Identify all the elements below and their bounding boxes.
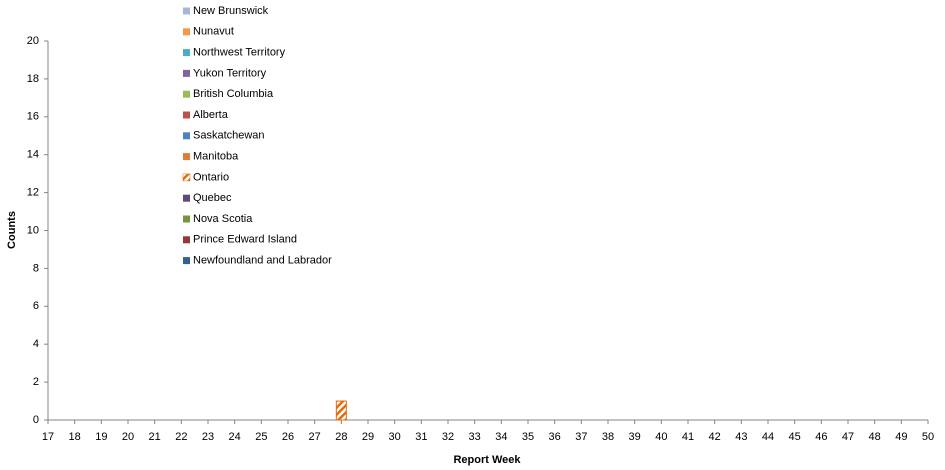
x-tick-label: 27 xyxy=(309,431,321,443)
legend-swatch xyxy=(183,49,190,57)
x-tick-label: 33 xyxy=(469,431,481,443)
x-tick-label: 41 xyxy=(682,431,694,443)
y-tick-label: 2 xyxy=(33,376,39,388)
x-tick-label: 39 xyxy=(629,431,641,443)
legend-label: Yukon Territory xyxy=(193,67,267,79)
x-tick-label: 34 xyxy=(495,431,507,443)
legend-label: Alberta xyxy=(193,109,229,121)
legend-swatch xyxy=(183,215,190,223)
legend-label: Nova Scotia xyxy=(193,213,253,225)
legend-label: New Brunswick xyxy=(193,5,269,17)
x-tick-label: 37 xyxy=(575,431,587,443)
legend-swatch xyxy=(183,28,190,36)
x-tick-label: 46 xyxy=(815,431,827,443)
legend-label: Quebec xyxy=(193,192,232,204)
legend-swatch xyxy=(182,173,191,182)
x-tick-label: 23 xyxy=(202,431,214,443)
y-tick-label: 14 xyxy=(27,149,39,161)
x-tick-label: 42 xyxy=(709,431,721,443)
legend-label: Northwest Territory xyxy=(193,47,286,59)
x-tick-label: 24 xyxy=(229,431,241,443)
x-tick-label: 40 xyxy=(655,431,667,443)
x-tick-label: 19 xyxy=(95,431,107,443)
x-tick-label: 32 xyxy=(442,431,454,443)
legend-swatch xyxy=(183,257,190,265)
y-tick-label: 6 xyxy=(33,300,39,312)
y-tick-label: 18 xyxy=(27,73,39,85)
y-tick-label: 16 xyxy=(27,111,39,123)
legend-swatch xyxy=(183,111,190,119)
x-tick-label: 48 xyxy=(869,431,881,443)
legend-label: Prince Edward Island xyxy=(193,234,297,246)
bar-segment xyxy=(335,400,347,421)
legend-label: Saskatchewan xyxy=(193,130,265,142)
legend-swatch xyxy=(183,90,190,98)
x-tick-label: 26 xyxy=(282,431,294,443)
y-tick-label: 4 xyxy=(33,338,39,350)
legend-swatch xyxy=(183,194,190,202)
y-tick-label: 12 xyxy=(27,187,39,199)
y-tick-label: 8 xyxy=(33,262,39,274)
x-tick-label: 47 xyxy=(842,431,854,443)
y-tick-label: 10 xyxy=(27,224,39,236)
y-axis-title: Counts xyxy=(6,211,18,249)
x-tick-label: 50 xyxy=(922,431,934,443)
legend-label: Manitoba xyxy=(193,151,239,163)
legend-label: Nunavut xyxy=(193,26,234,38)
legend-label: Newfoundland and Labrador xyxy=(193,255,332,267)
y-tick-label: 0 xyxy=(33,414,39,426)
x-tick-label: 22 xyxy=(175,431,187,443)
x-tick-label: 21 xyxy=(149,431,161,443)
x-tick-label: 25 xyxy=(255,431,267,443)
x-tick-label: 29 xyxy=(362,431,374,443)
legend-swatch xyxy=(183,69,190,77)
x-tick-label: 28 xyxy=(335,431,347,443)
legend-label: Ontario xyxy=(193,171,229,183)
x-tick-label: 35 xyxy=(522,431,534,443)
x-tick-label: 20 xyxy=(122,431,134,443)
legend-swatch xyxy=(183,236,190,244)
x-tick-label: 49 xyxy=(895,431,907,443)
x-tick-label: 36 xyxy=(549,431,561,443)
legend-swatch xyxy=(183,7,190,15)
x-tick-label: 45 xyxy=(789,431,801,443)
x-axis-title: Report Week xyxy=(453,454,521,466)
x-tick-label: 44 xyxy=(762,431,774,443)
x-tick-label: 17 xyxy=(42,431,54,443)
x-tick-label: 43 xyxy=(735,431,747,443)
legend-swatch xyxy=(183,153,190,161)
y-tick-label: 20 xyxy=(27,35,39,47)
x-tick-label: 31 xyxy=(415,431,427,443)
x-tick-label: 38 xyxy=(602,431,614,443)
legend-swatch xyxy=(183,132,190,140)
x-tick-label: 18 xyxy=(69,431,81,443)
x-tick-label: 30 xyxy=(389,431,401,443)
legend-label: British Columbia xyxy=(193,88,274,100)
